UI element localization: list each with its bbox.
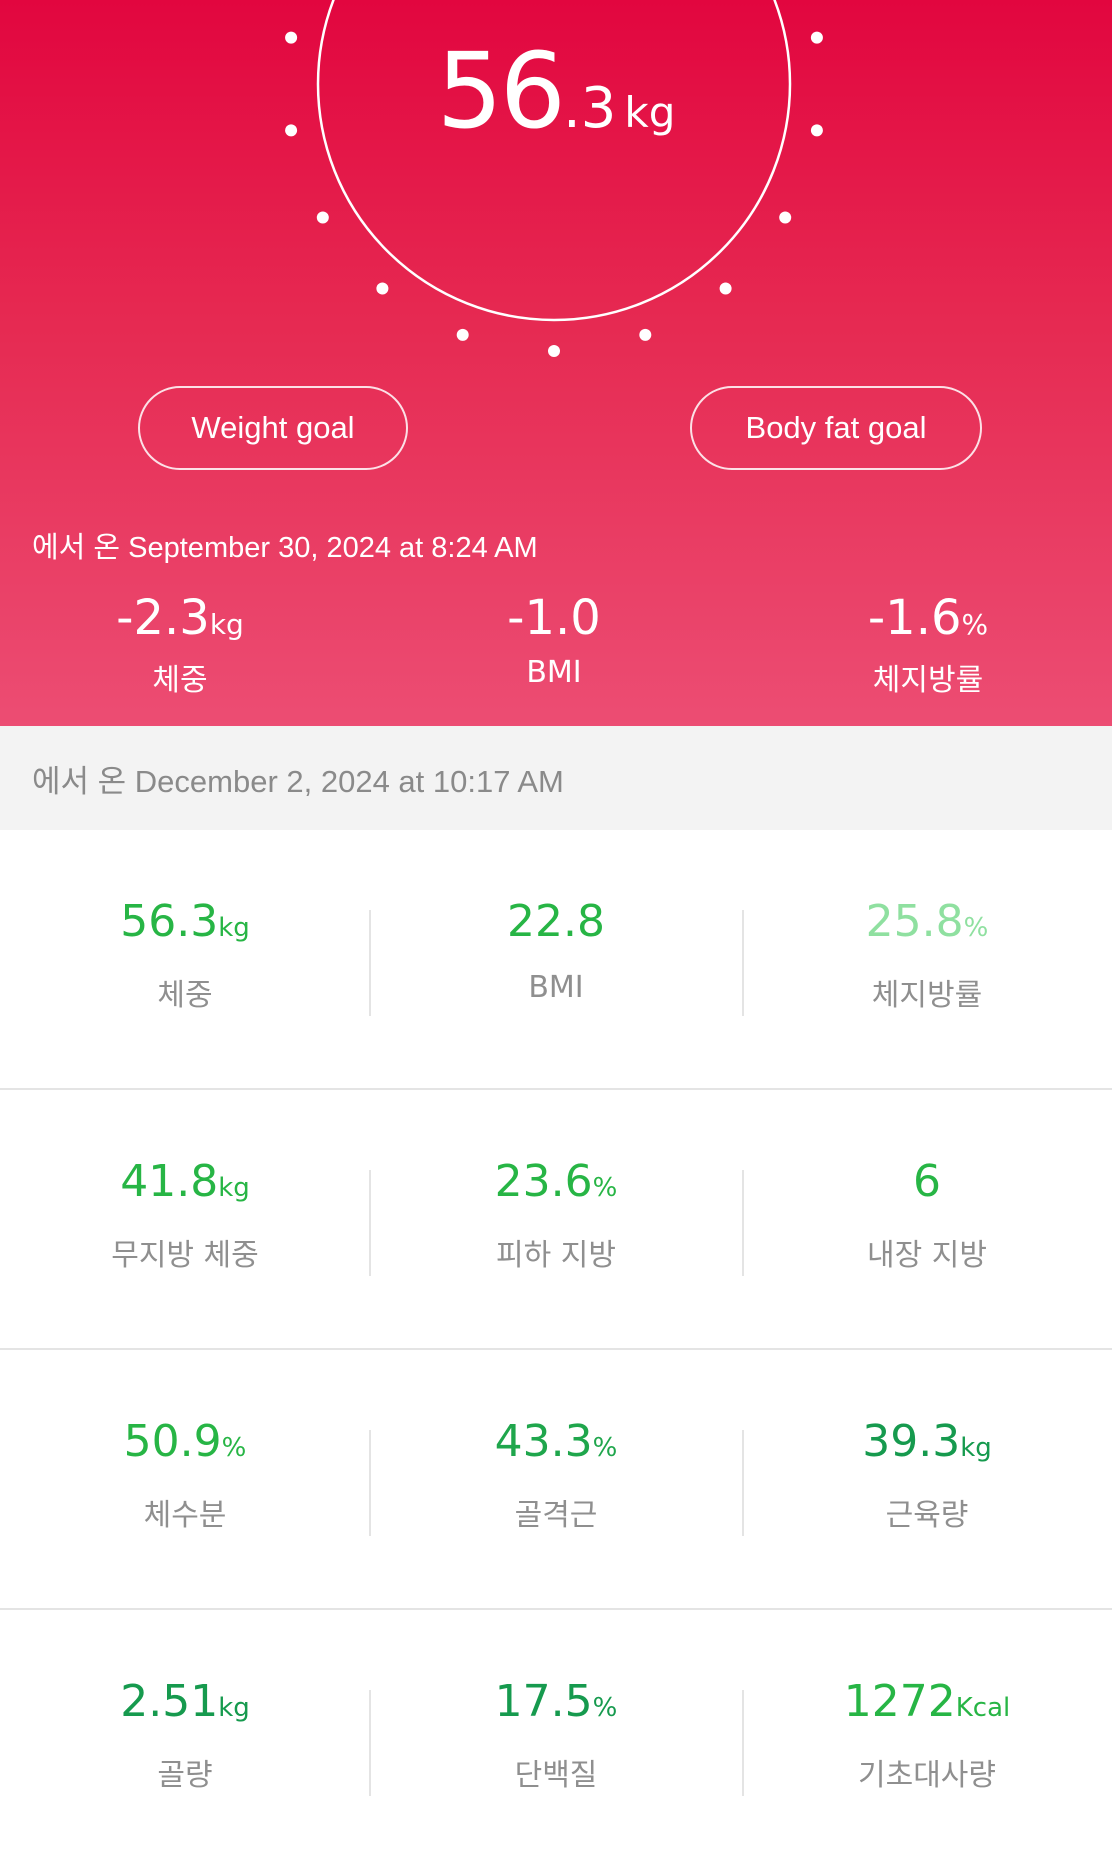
weight-gauge-ring: [285, 0, 823, 357]
metric-unit: kg: [960, 1433, 992, 1463]
metric-unit: kg: [218, 1693, 250, 1723]
metric-label: 근육량: [885, 1498, 969, 1533]
column-divider: [369, 1430, 371, 1536]
gauge-circle: [316, 0, 792, 322]
metric-value: 39.3: [862, 1416, 961, 1467]
metric-row: 2.51kg 골량 17.5% 단백질 1272Kcal 기초대사량: [0, 1610, 1112, 1870]
gauge-dot: [376, 282, 389, 295]
metric-body-water[interactable]: 50.9% 체수분: [0, 1350, 370, 1608]
weight-goal-button[interactable]: Weight goal: [138, 386, 408, 470]
metric-bmi[interactable]: 22.8 BMI: [371, 830, 741, 1088]
metric-value: 43.3: [494, 1416, 593, 1467]
column-divider: [742, 1430, 744, 1536]
weight-decimal: .3: [562, 76, 617, 141]
metric-row: 56.3kg 체중 22.8 BMI 25.8% 체지방률: [0, 830, 1112, 1090]
current-weight: 56.3 kg: [0, 30, 1112, 152]
metric-row: 50.9% 체수분 43.3% 골격근 39.3kg 근육량: [0, 1350, 1112, 1610]
weight-unit: kg: [624, 88, 676, 137]
metric-row: 41.8kg 무지방 체중 23.6% 피하 지방 6 내장 지방: [0, 1090, 1112, 1350]
metric-label: 체중: [157, 978, 213, 1013]
since-date: 에서 온 September 30, 2024 at 8:24 AM: [32, 532, 538, 564]
metric-fat-free-mass[interactable]: 41.8kg 무지방 체중: [0, 1090, 370, 1348]
measurement-date: 에서 온 December 2, 2024 at 10:17 AM: [32, 763, 564, 799]
metric-label: 체수분: [143, 1498, 227, 1533]
metric-unit: Kcal: [955, 1693, 1011, 1723]
column-divider: [369, 1170, 371, 1276]
column-divider: [742, 910, 744, 1016]
metric-label: 골량: [157, 1758, 213, 1793]
metric-bmr[interactable]: 1272Kcal 기초대사량: [742, 1610, 1112, 1868]
metric-unit: %: [963, 913, 989, 943]
metric-label: 피하 지방: [496, 1238, 616, 1273]
delta-weight: -2.3kg 체중: [30, 590, 330, 699]
metric-subcutaneous-fat[interactable]: 23.6% 피하 지방: [371, 1090, 741, 1348]
delta-body-fat-value: -1.6: [867, 590, 962, 646]
column-divider: [742, 1690, 744, 1796]
metric-unit: %: [592, 1693, 618, 1723]
metric-value: 56.3: [120, 896, 219, 947]
metric-protein[interactable]: 17.5% 단백질: [371, 1610, 741, 1868]
metric-value: 25.8: [865, 896, 964, 947]
gauge-dot: [285, 31, 298, 44]
delta-weight-unit: kg: [209, 608, 244, 641]
metric-weight[interactable]: 56.3kg 체중: [0, 830, 370, 1088]
metric-skeletal-muscle[interactable]: 43.3% 골격근: [371, 1350, 741, 1608]
delta-bmi-value: -1.0: [507, 590, 601, 646]
delta-body-fat-label: 체지방률: [872, 663, 984, 698]
gauge-dot: [810, 124, 823, 137]
metric-body-fat[interactable]: 25.8% 체지방률: [742, 830, 1112, 1088]
metric-unit: kg: [218, 913, 250, 943]
gauge-dot: [779, 211, 792, 224]
gauge-dot: [316, 211, 329, 224]
metric-value: 1272: [843, 1676, 956, 1727]
metric-label: 단백질: [514, 1758, 598, 1793]
body-fat-goal-button[interactable]: Body fat goal: [690, 386, 982, 470]
delta-body-fat: -1.6% 체지방률: [778, 590, 1078, 699]
measurement-date-bar: 에서 온 December 2, 2024 at 10:17 AM: [0, 726, 1112, 830]
metric-value: 50.9: [123, 1416, 222, 1467]
metric-label: BMI: [528, 970, 584, 1005]
metric-label: 기초대사량: [858, 1758, 996, 1793]
column-divider: [369, 1690, 371, 1796]
metric-label: 내장 지방: [867, 1238, 987, 1273]
gauge-dot: [639, 328, 652, 341]
metric-value: 22.8: [507, 896, 605, 947]
gauge-dot: [810, 31, 823, 44]
weight-goal-label: Weight goal: [191, 410, 355, 445]
delta-body-fat-unit: %: [961, 608, 989, 641]
metric-value: 6: [913, 1156, 941, 1207]
gauge-dot: [285, 124, 298, 137]
column-divider: [369, 910, 371, 1016]
metric-unit: %: [592, 1173, 618, 1203]
weight-hero: 56.3 kg Weight goal Body fat goal 에서 온 Se…: [0, 0, 1112, 726]
metric-label: 무지방 체중: [111, 1238, 259, 1273]
gauge-dot: [548, 345, 560, 357]
column-divider: [742, 1170, 744, 1276]
gauge-dot: [719, 282, 732, 295]
metric-value: 2.51: [120, 1676, 219, 1727]
metric-unit: kg: [218, 1173, 250, 1203]
metric-value: 41.8: [120, 1156, 219, 1207]
metric-unit: %: [221, 1433, 247, 1463]
delta-weight-label: 체중: [152, 663, 208, 698]
metric-unit: %: [592, 1433, 618, 1463]
delta-bmi-label: BMI: [526, 655, 582, 690]
metric-label: 체지방률: [871, 978, 983, 1013]
metric-label: 골격근: [514, 1498, 598, 1533]
gauge-dot: [456, 328, 469, 341]
metric-bone-mass[interactable]: 2.51kg 골량: [0, 1610, 370, 1868]
body-fat-goal-label: Body fat goal: [745, 410, 927, 445]
weight-integer: 56: [436, 30, 566, 152]
metric-muscle-mass[interactable]: 39.3kg 근육량: [742, 1350, 1112, 1608]
delta-bmi: -1.0 BMI: [404, 590, 704, 690]
metric-value: 23.6: [494, 1156, 593, 1207]
delta-weight-value: -2.3: [116, 590, 210, 646]
metric-visceral-fat[interactable]: 6 내장 지방: [742, 1090, 1112, 1348]
metric-value: 17.5: [494, 1676, 593, 1727]
